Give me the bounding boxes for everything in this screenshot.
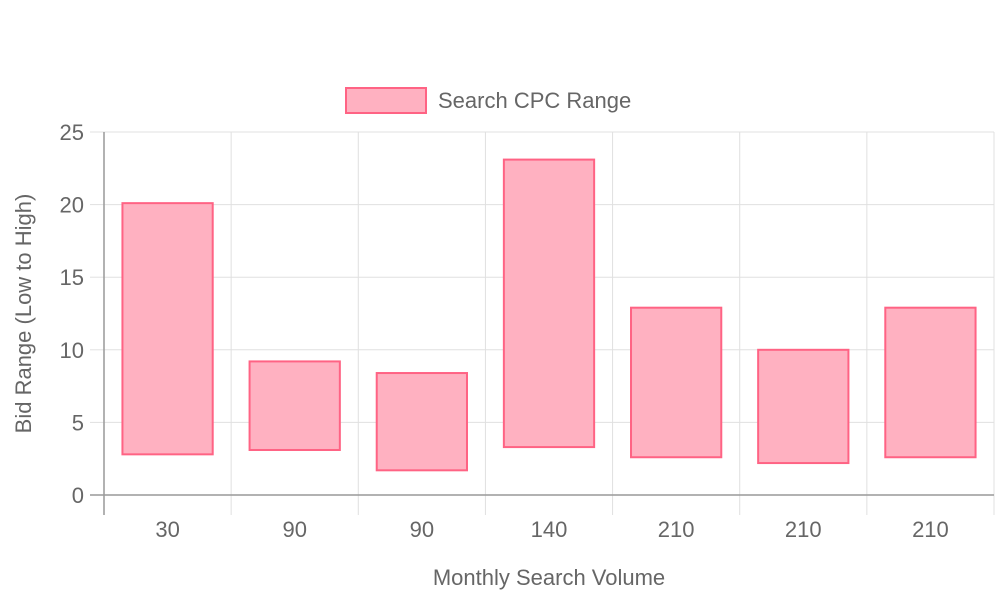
legend[interactable]: Search CPC Range (345, 87, 631, 114)
y-tick-label: 0 (72, 483, 84, 508)
x-tick-label: 90 (282, 517, 306, 542)
x-tick-label: 210 (912, 517, 949, 542)
bar-range (248, 360, 341, 451)
x-tick-label: 140 (531, 517, 568, 542)
y-tick-label: 15 (60, 265, 84, 290)
bar-range (630, 306, 723, 459)
y-tick-label: 10 (60, 338, 84, 363)
bar-range (757, 348, 850, 465)
y-axis-title: Bid Range (Low to High) (11, 194, 36, 434)
legend-swatch (345, 87, 427, 114)
x-tick-label: 210 (785, 517, 822, 542)
y-tick-label: 5 (72, 410, 84, 435)
legend-label: Search CPC Range (438, 88, 631, 113)
bar-range (375, 372, 468, 472)
bar-range (502, 158, 596, 449)
x-axis-title: Monthly Search Volume (433, 565, 665, 590)
bar-range (884, 306, 977, 459)
y-tick-label: 20 (60, 193, 84, 218)
axes: 0 5 10 15 20 25 30 90 90 140 210 210 210 (60, 120, 994, 542)
bar-range (121, 202, 214, 456)
x-tick-label: 30 (155, 517, 179, 542)
y-tick-label: 25 (60, 120, 84, 145)
x-tick-label: 90 (410, 517, 434, 542)
bars (121, 158, 977, 472)
x-tick-label: 210 (658, 517, 695, 542)
